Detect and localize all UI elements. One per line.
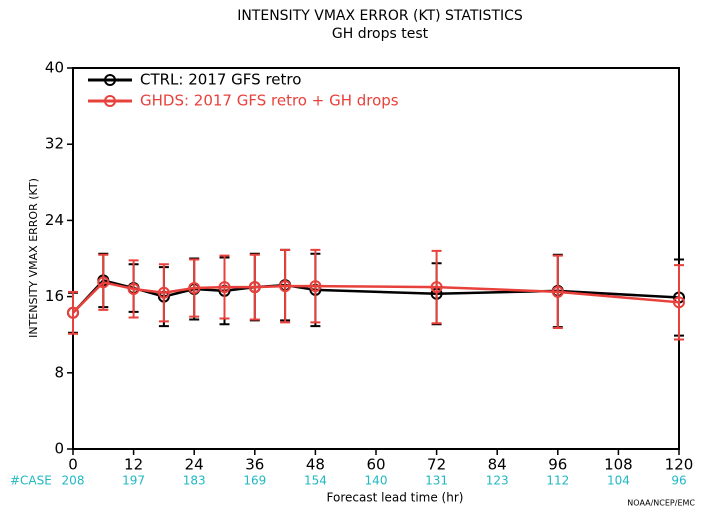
x-tick-label: 108 [604,456,633,474]
case-count: 208 [62,474,85,488]
case-count: 96 [671,474,686,488]
point [248,281,261,294]
error-bar [249,253,260,321]
error-bar [431,249,442,325]
x-tick-label: 120 [665,456,694,474]
point [279,280,292,293]
error-bar [158,263,169,323]
y-tick-label: 8 [54,363,64,381]
error-bar [189,258,200,318]
error-bar [552,254,563,330]
error-bar [280,248,291,324]
footer: NOAA/NCEP/EMC [627,499,695,508]
legend-marker [104,74,116,86]
error-bar [219,254,230,320]
x-axis-label: Forecast lead time (hr) [327,491,464,505]
case-count: 169 [243,474,266,488]
error-bar [674,264,684,341]
point [97,276,110,289]
x-tick-label: 36 [245,456,264,474]
point [673,296,685,309]
x-tick-label: 0 [68,456,78,474]
x-tick-label: 84 [488,456,507,474]
y-axis-label: INTENSITY VMAX ERROR (KT) [27,178,40,338]
y-tick-label: 32 [45,135,64,153]
x-tick-label: 48 [306,456,325,474]
case-count: 123 [486,474,509,488]
chart-title: INTENSITY VMAX ERROR (KT) STATISTICS [237,8,523,24]
y-tick-label: 16 [45,287,64,305]
y-tick-label: 40 [45,59,64,77]
x-tick-label: 60 [366,456,385,474]
x-tick-label: 96 [548,456,567,474]
error-bar [68,290,78,335]
chart-subtitle: GH drops test [332,26,429,42]
point [157,286,170,299]
point [430,281,443,294]
case-count: 104 [607,474,630,488]
point [309,280,322,293]
y-tick-label: 0 [54,440,64,458]
error-bar [98,253,109,311]
legend-marker [104,95,116,107]
case-count: 112 [546,474,569,488]
legend-label: CTRL: 2017 GFS retro [140,71,301,89]
x-tick-label: 12 [124,456,143,474]
plot-frame [72,67,680,450]
legend-label: GHDS: 2017 GFS retro + GH drops [140,92,399,110]
case-count: 197 [122,474,145,488]
case-count: 154 [304,474,327,488]
y-tick-label: 24 [45,211,64,229]
case-count: 140 [365,474,388,488]
point [218,281,231,294]
case-label: #CASE [10,474,52,488]
x-tick-label: 24 [185,456,204,474]
error-bar [310,248,321,324]
point [551,285,564,298]
error-bar [128,259,139,319]
case-count: 131 [425,474,448,488]
case-count: 183 [183,474,206,488]
x-tick-label: 72 [427,456,446,474]
point [67,306,79,319]
point [127,282,140,295]
point [188,282,201,295]
